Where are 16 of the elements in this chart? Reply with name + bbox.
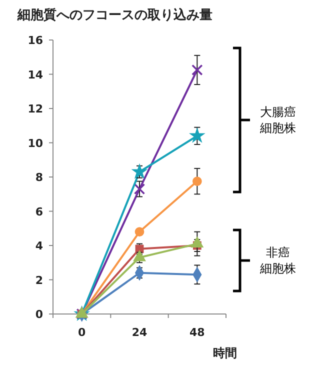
y-tick-label: 12	[28, 102, 43, 116]
y-tick-label: 14	[28, 68, 44, 82]
x-tick-label: 0	[78, 326, 86, 339]
y-tick-label: 8	[35, 171, 43, 184]
y-tick-label: 2	[35, 274, 43, 287]
x-axis-title: 時間	[213, 346, 237, 360]
text: 非癌細胞株	[259, 246, 296, 276]
y-tick-label: 4	[35, 240, 44, 252]
x-tick-label: 24	[132, 326, 148, 339]
y-tick-label: 0	[35, 308, 44, 321]
y-tick-label: 16	[28, 34, 44, 47]
y-tick-label: 10	[28, 136, 44, 150]
text: 大腸癌細胞株	[259, 105, 296, 135]
chart-title: 細胞質へのフコースの取り込み量	[16, 7, 212, 23]
y-tick-label: 6	[35, 205, 44, 218]
x-tick-label: 48	[190, 326, 205, 339]
